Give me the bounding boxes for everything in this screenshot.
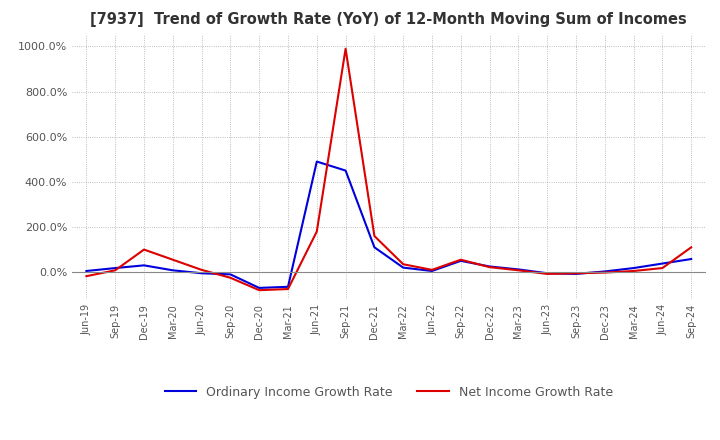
Ordinary Income Growth Rate [370, 245, 379, 250]
Net Income Growth Rate [428, 267, 436, 272]
Net Income Growth Rate [399, 262, 408, 267]
Net Income Growth Rate [82, 274, 91, 279]
Net Income Growth Rate [629, 268, 638, 274]
Net Income Growth Rate [456, 257, 465, 262]
Ordinary Income Growth Rate [428, 268, 436, 274]
Ordinary Income Growth Rate [456, 258, 465, 264]
Net Income Growth Rate [600, 270, 609, 275]
Ordinary Income Growth Rate [341, 168, 350, 173]
Line: Ordinary Income Growth Rate: Ordinary Income Growth Rate [86, 161, 691, 288]
Net Income Growth Rate [543, 271, 552, 277]
Ordinary Income Growth Rate [140, 263, 148, 268]
Ordinary Income Growth Rate [255, 285, 264, 290]
Net Income Growth Rate [485, 264, 494, 270]
Net Income Growth Rate [168, 257, 177, 262]
Net Income Growth Rate [255, 287, 264, 293]
Ordinary Income Growth Rate [312, 159, 321, 164]
Net Income Growth Rate [370, 233, 379, 238]
Ordinary Income Growth Rate [572, 271, 580, 277]
Ordinary Income Growth Rate [168, 268, 177, 273]
Net Income Growth Rate [111, 268, 120, 273]
Net Income Growth Rate [572, 271, 580, 276]
Net Income Growth Rate [284, 286, 292, 292]
Ordinary Income Growth Rate [111, 265, 120, 271]
Ordinary Income Growth Rate [658, 261, 667, 266]
Ordinary Income Growth Rate [600, 269, 609, 274]
Net Income Growth Rate [658, 265, 667, 271]
Line: Net Income Growth Rate: Net Income Growth Rate [86, 49, 691, 290]
Ordinary Income Growth Rate [399, 265, 408, 270]
Net Income Growth Rate [140, 247, 148, 252]
Ordinary Income Growth Rate [197, 271, 206, 276]
Ordinary Income Growth Rate [82, 268, 91, 274]
Ordinary Income Growth Rate [226, 272, 235, 277]
Legend: Ordinary Income Growth Rate, Net Income Growth Rate: Ordinary Income Growth Rate, Net Income … [160, 381, 618, 404]
Net Income Growth Rate [514, 268, 523, 273]
Ordinary Income Growth Rate [284, 284, 292, 290]
Title: [7937]  Trend of Growth Rate (YoY) of 12-Month Moving Sum of Incomes: [7937] Trend of Growth Rate (YoY) of 12-… [91, 12, 687, 27]
Ordinary Income Growth Rate [687, 257, 696, 262]
Ordinary Income Growth Rate [514, 267, 523, 272]
Ordinary Income Growth Rate [629, 265, 638, 271]
Net Income Growth Rate [226, 275, 235, 280]
Net Income Growth Rate [312, 229, 321, 234]
Ordinary Income Growth Rate [543, 271, 552, 276]
Net Income Growth Rate [197, 267, 206, 272]
Net Income Growth Rate [687, 245, 696, 250]
Ordinary Income Growth Rate [485, 264, 494, 269]
Net Income Growth Rate [341, 46, 350, 51]
